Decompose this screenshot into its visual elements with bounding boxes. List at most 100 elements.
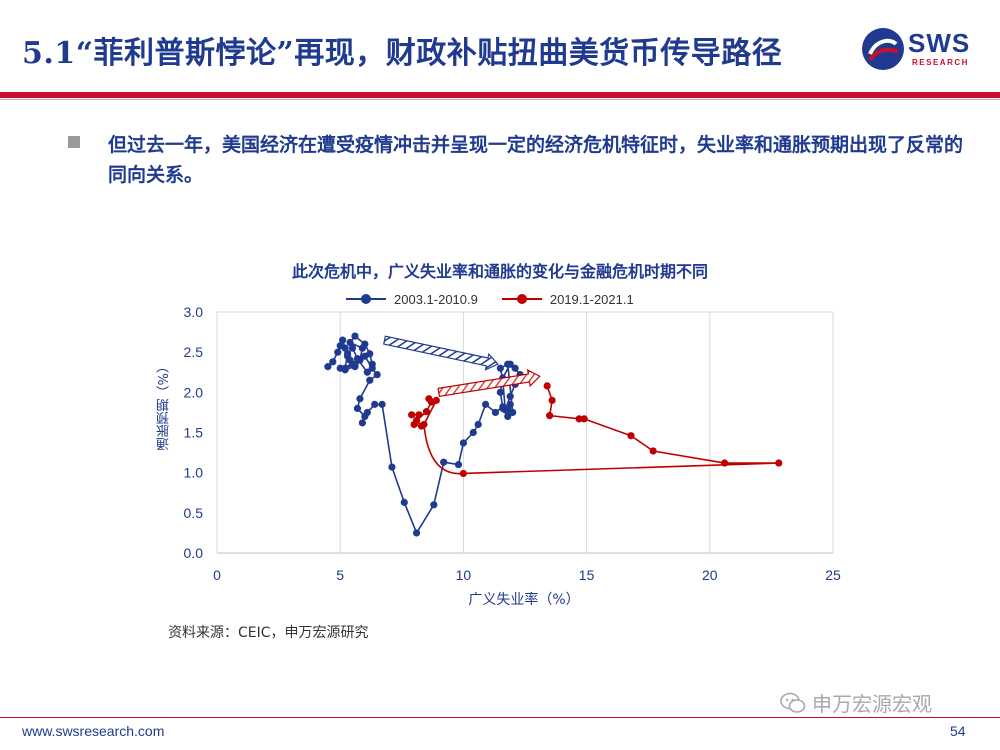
data-point-2019-2021	[415, 411, 423, 419]
data-point-2019-2021	[720, 459, 729, 467]
legend-dot-blue	[361, 294, 371, 304]
y-tick-label: 3.0	[184, 304, 204, 320]
data-point-2003-2010	[353, 404, 362, 412]
data-point-2003-2010	[496, 364, 504, 372]
legend-label: 2003.1-2010.9	[394, 291, 478, 307]
data-point-2003-2010	[368, 364, 376, 372]
scatter-chart: 0 5 10 15 20 25 0.0 0.5 1.0 1.5 2.0 2.5 3.0	[184, 304, 841, 583]
data-point-2003-2010	[358, 419, 366, 427]
data-point-2003-2010	[378, 400, 386, 408]
data-point-2003-2010	[504, 360, 512, 368]
watermark-text: 申万宏源宏观	[812, 692, 932, 716]
data-point-2003-2010	[459, 439, 467, 447]
sws-logo: SWS RESEARCH	[860, 26, 990, 72]
x-tick-label: 5	[336, 567, 344, 583]
data-point-2019-2021	[546, 412, 554, 420]
data-point-2003-2010	[339, 336, 347, 344]
header-divider-thin	[0, 99, 1000, 100]
y-tick-label: 0.0	[184, 545, 204, 561]
data-point-2003-2010	[469, 428, 477, 437]
y-tick-label: 0.5	[184, 505, 204, 521]
source-note: 资料来源：CEIC，申万宏源研究	[168, 625, 369, 641]
footer-url[interactable]: www.swsresearch.com	[22, 723, 165, 739]
logo-text: SWS	[908, 28, 971, 58]
slide-header: 5.1“菲利普斯悖论”再现，财政补贴扭曲美货币传导路径 SWS RESEARCH	[0, 0, 1000, 100]
trend-arrow-blue	[383, 335, 499, 371]
data-point-2019-2021	[408, 411, 416, 419]
data-point-2003-2010	[363, 408, 371, 417]
legend-dot-red	[516, 294, 527, 304]
x-tick-label: 15	[579, 567, 595, 583]
square-bullet-icon	[68, 136, 80, 148]
bullet-text: 但过去一年，美国经济在遭受疫情冲击并呈现一定的经济危机特征时，失业率和通胀预期出…	[108, 134, 964, 186]
data-point-2003-2010	[430, 501, 438, 509]
data-point-2003-2010	[341, 364, 349, 372]
data-point-2003-2010	[506, 392, 514, 400]
chart-axes: 0 5 10 15 20 25 0.0 0.5 1.0 1.5 2.0 2.5 3.0	[184, 304, 841, 583]
data-point-2019-2021	[420, 420, 428, 429]
data-point-2019-2021	[548, 396, 556, 404]
data-point-2003-2010	[346, 338, 354, 347]
y-tick-label: 1.0	[184, 465, 204, 481]
data-point-2003-2010	[341, 344, 349, 352]
data-point-2003-2010	[412, 529, 421, 537]
chart-legend: 2003.1-2010.9 2019.1-2021.1	[346, 290, 658, 308]
chart-grid	[216, 311, 834, 553]
chart-title: 此次危机中，广义失业率和通胀的变化与金融危机时期不同	[291, 262, 708, 281]
chart-annotations	[383, 335, 541, 397]
x-tick-label: 0	[213, 567, 221, 583]
data-point-2019-2021	[775, 459, 783, 467]
data-point-2003-2010	[366, 376, 374, 384]
data-point-2003-2010	[329, 358, 337, 366]
legend-item-2019-2021: 2019.1-2021.1	[501, 291, 634, 307]
data-point-2003-2010	[356, 395, 364, 403]
data-point-2003-2010	[496, 388, 504, 396]
data-point-2003-2010	[511, 364, 519, 372]
data-point-2003-2010	[371, 400, 379, 408]
data-point-2003-2010	[481, 400, 490, 408]
x-tick-label: 10	[456, 567, 472, 583]
data-point-2019-2021	[627, 432, 635, 440]
data-point-2019-2021	[425, 395, 433, 403]
data-point-2003-2010	[474, 420, 482, 429]
trend-arrow-red	[437, 369, 541, 397]
y-tick-label: 2.0	[184, 384, 204, 400]
footer-divider	[0, 717, 1000, 718]
header-divider	[0, 92, 1000, 98]
data-point-2019-2021	[412, 416, 421, 425]
data-point-2019-2021	[543, 382, 551, 390]
data-point-2003-2010	[491, 408, 500, 417]
wechat-watermark: 申万宏源宏观	[780, 688, 932, 717]
legend-label: 2019.1-2021.1	[549, 291, 634, 307]
logo-subtext: RESEARCH	[912, 58, 969, 67]
data-point-2003-2010	[361, 340, 369, 348]
data-point-2003-2010	[363, 368, 371, 376]
x-axis-label: 广义失业率（%）	[468, 592, 580, 608]
data-point-2003-2010	[373, 371, 381, 379]
y-axis-label: 通胀预期（%）	[157, 360, 172, 451]
data-point-2003-2010	[348, 344, 357, 352]
data-point-2019-2021	[649, 447, 657, 455]
data-point-2003-2010	[351, 332, 359, 340]
data-point-2019-2021	[432, 396, 440, 404]
data-point-2003-2010	[506, 400, 514, 408]
data-point-2003-2010	[509, 408, 517, 417]
y-tick-label: 2.5	[184, 344, 204, 360]
data-point-2003-2010	[343, 350, 352, 358]
data-point-2003-2010	[351, 360, 359, 368]
data-point-2003-2010	[504, 412, 512, 421]
legend-line-red	[501, 294, 542, 304]
data-point-2003-2010	[324, 363, 332, 371]
data-point-2019-2021	[422, 408, 431, 416]
data-point-2019-2021	[459, 469, 467, 478]
arrow-shape	[437, 369, 541, 397]
slide-title: 5.1“菲利普斯悖论”再现，财政补贴扭曲美货币传导路径	[22, 36, 783, 71]
legend-item-2003-2010: 2003.1-2010.9	[346, 292, 478, 307]
data-point-2003-2010	[361, 352, 369, 360]
page-number: 54	[950, 723, 966, 739]
data-point-2003-2010	[334, 348, 342, 356]
data-point-2003-2010	[388, 463, 396, 471]
header-band	[0, 0, 1000, 6]
x-tick-label: 20	[702, 567, 718, 583]
data-point-2003-2010	[501, 406, 509, 414]
